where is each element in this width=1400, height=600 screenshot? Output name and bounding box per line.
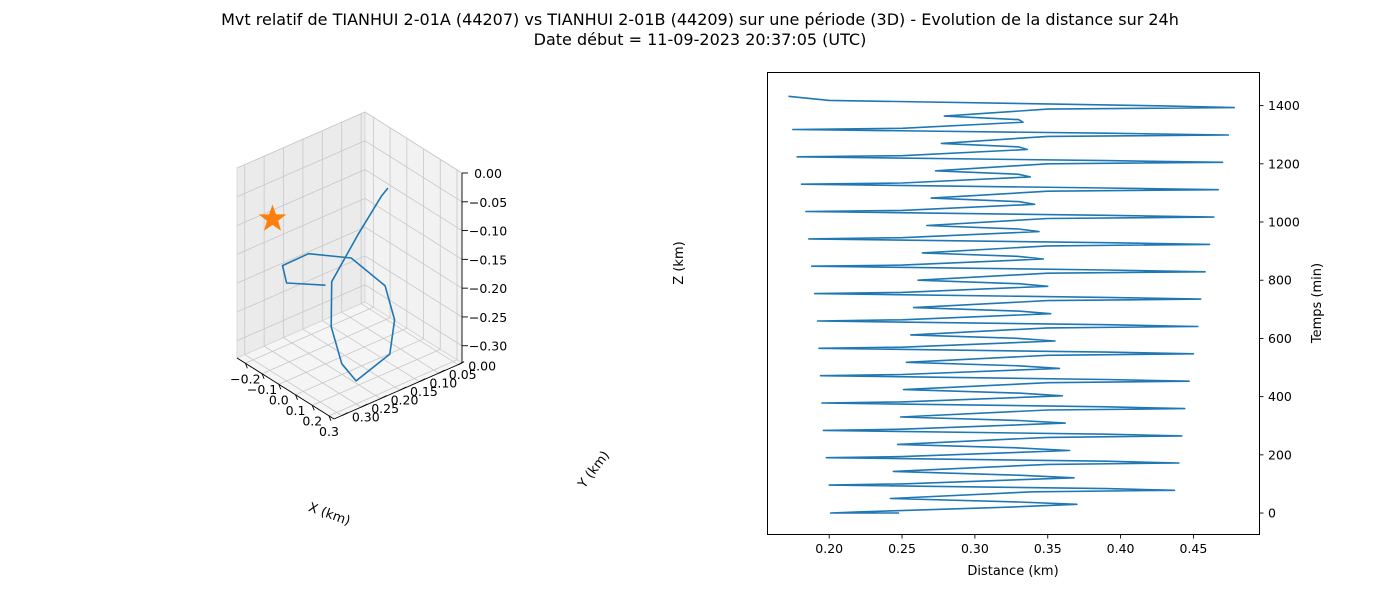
y-tick-label-3d-mark <box>419 378 426 383</box>
x-tick-label: 0.35 <box>1034 541 1062 556</box>
x-tick-label-3d-mark <box>244 363 248 369</box>
y-tick-label-3d: 0.15 <box>410 384 438 399</box>
x-axis-label: Distance (km) <box>967 564 1058 579</box>
z-tick-label-3d: 0.00 <box>474 166 502 181</box>
grid-line <box>328 359 458 417</box>
z-tick-label-3d: −0.15 <box>469 252 507 267</box>
axes-ticks: 0.20 0.25 0.30 0.35 0.40 0.45 0 200 400 600 800 100… <box>815 98 1300 556</box>
axes3d-data <box>258 187 396 382</box>
x-tick-label-3d-mark <box>311 405 315 411</box>
x-tick-label-3d: 0.3 <box>319 424 339 439</box>
y-tick-label: 1400 <box>1268 98 1300 113</box>
axes-frame <box>767 72 1260 535</box>
x-tick-label-3d-mark <box>328 415 332 422</box>
y-tick-label: 600 <box>1268 331 1292 346</box>
grid-line <box>236 111 366 169</box>
x-tick-label-3d-mark <box>278 384 282 390</box>
grid-line <box>236 197 366 255</box>
x-tick-label-3d: −0.2 <box>230 371 260 386</box>
x-tick-label-3d-mark <box>295 394 298 400</box>
x-tick-label: 0.25 <box>888 541 916 556</box>
grid-line <box>236 226 366 284</box>
grid-line <box>283 337 381 399</box>
x-tick-label-3d: −0.1 <box>247 382 277 397</box>
grid-line <box>295 338 424 396</box>
y-tick-label: 800 <box>1268 273 1292 288</box>
x-tick-label-3d-mark <box>261 373 265 379</box>
x-tick-label-3d: 0.1 <box>286 403 306 418</box>
grid-line <box>364 255 463 318</box>
distance-line-group <box>788 95 1235 514</box>
y-tick-label-3d: 0.00 <box>468 359 496 374</box>
x-tick-label-3d: 0.0 <box>269 392 289 407</box>
axes3d-ticks: −0.2−0.10.00.10.20.30.000.050.100.150.20… <box>230 166 507 439</box>
grid-line <box>360 303 459 366</box>
y-tick-label: 1200 <box>1268 156 1300 171</box>
figure-subtitle: Date début = 11-09-2023 20:37:05 (UTC) <box>533 30 867 49</box>
grid-line <box>236 140 366 198</box>
grid-line <box>364 198 463 260</box>
axes3d-grid <box>236 111 463 417</box>
y-tick-label: 400 <box>1268 389 1292 404</box>
y-tick-label: 0 <box>1268 506 1276 521</box>
grid-line <box>245 306 374 364</box>
grid-line <box>364 284 463 347</box>
x-tick-label: 0.40 <box>1107 541 1135 556</box>
grid-line <box>236 284 366 342</box>
trajectory-line <box>281 187 396 382</box>
y-tick-label-3d: 0.20 <box>391 393 419 408</box>
grid-line <box>261 317 391 375</box>
grid-line <box>364 169 463 231</box>
y-tick-label: 1000 <box>1268 215 1300 230</box>
y-tick-label-3d-mark <box>380 395 387 400</box>
grid-line <box>312 348 441 406</box>
plot-3d-trajectory: −0.2−0.10.00.10.20.30.000.050.100.150.20… <box>230 111 687 529</box>
grid-line <box>364 140 463 203</box>
grid-line <box>302 328 401 391</box>
y-tick-label-3d: 0.25 <box>371 401 399 416</box>
x-tick-label: 0.45 <box>1180 541 1208 556</box>
z-tick-label-3d: −0.20 <box>469 281 507 296</box>
y-tick-label-3d-mark <box>360 403 368 408</box>
y-tick-label-3d: 0.10 <box>429 376 457 391</box>
grid-line <box>278 327 407 385</box>
grid-line <box>322 320 420 383</box>
y-axis-label: Temps (min) <box>1310 263 1325 344</box>
x-axis-label-3d: X (km) <box>306 500 352 529</box>
y-tick-label-3d: 0.05 <box>449 367 477 382</box>
y-tick-label-3d-mark <box>341 412 348 417</box>
z-tick-label-3d: −0.30 <box>469 339 507 354</box>
figure-title: Mvt relatif de TIANHUI 2-01A (44207) vs … <box>221 10 1179 29</box>
x-axis-line-3d <box>236 357 335 420</box>
grid-line <box>263 345 362 408</box>
y-tick-label-3d-mark <box>438 369 445 374</box>
x-tick-label: 0.30 <box>961 541 989 556</box>
z-tick-label-3d: −0.25 <box>469 310 507 325</box>
axes3d-panes <box>236 111 463 420</box>
x-tick-label-3d: 0.2 <box>302 413 322 428</box>
grid-line <box>364 226 463 289</box>
y-tick-label-3d-mark <box>399 386 407 391</box>
x-tick-label: 0.20 <box>815 541 843 556</box>
y-tick-label-3d: 0.30 <box>352 410 380 425</box>
z-tick-label-3d: −0.10 <box>469 224 507 239</box>
z-axis-label-3d: Z (km) <box>672 241 687 284</box>
z-tick-label-3d: −0.05 <box>469 195 507 210</box>
grid-line <box>236 169 366 226</box>
grid-line <box>244 354 342 416</box>
y-tick-label-3d-mark <box>457 361 465 366</box>
grid-line <box>364 111 463 174</box>
y-axis-label-3d: Y (km) <box>575 448 613 492</box>
y-tick-label: 200 <box>1268 447 1292 462</box>
distance-line <box>788 95 1235 514</box>
start-star-marker <box>258 204 287 231</box>
grid-line <box>341 311 439 374</box>
